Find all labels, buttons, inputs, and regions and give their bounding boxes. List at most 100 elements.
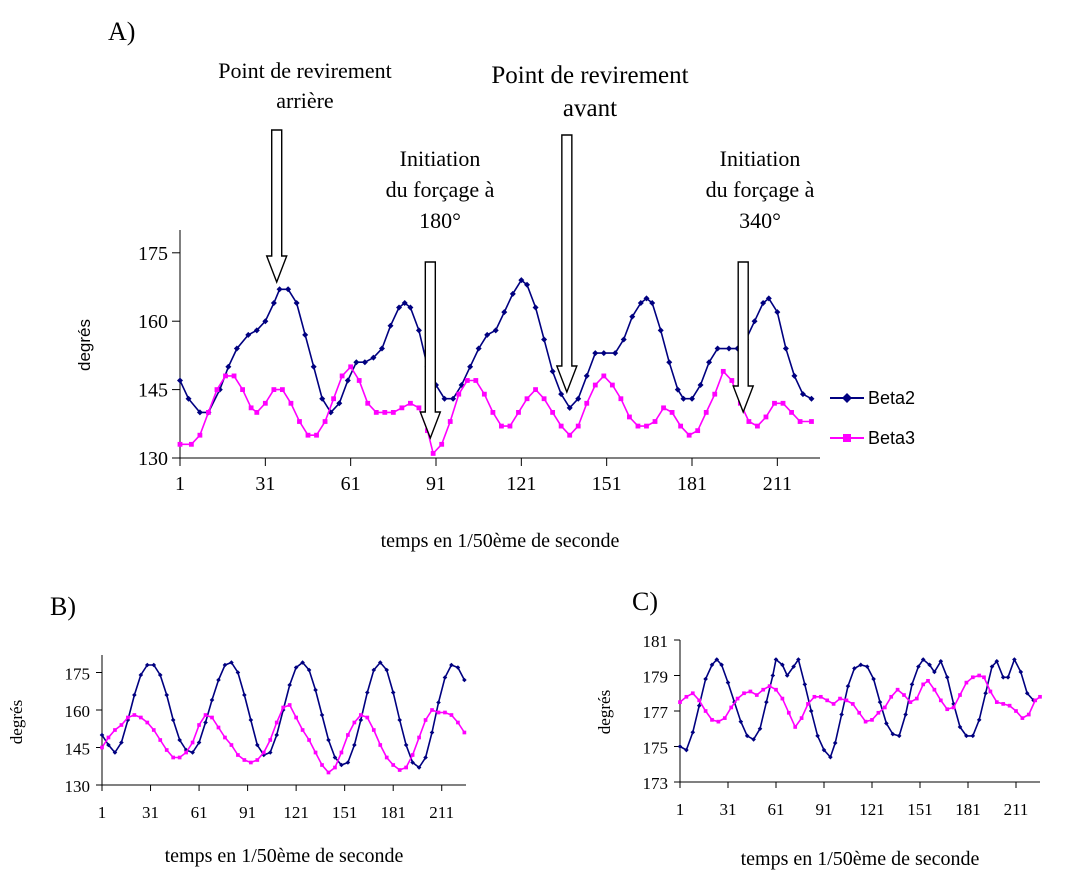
data-point xyxy=(791,664,796,669)
data-point xyxy=(832,740,838,746)
data-point xyxy=(970,675,975,680)
x-tick-label: 91 xyxy=(816,800,833,819)
data-point xyxy=(248,405,254,411)
data-point xyxy=(845,683,851,689)
data-point xyxy=(983,690,988,696)
data-point xyxy=(216,677,221,683)
data-point xyxy=(921,682,926,687)
data-point xyxy=(976,717,982,723)
y-tick-label: 145 xyxy=(138,380,168,402)
x-tick-label: 151 xyxy=(907,800,933,819)
data-point xyxy=(1024,690,1030,696)
series-dark-blue xyxy=(677,657,1036,760)
data-point xyxy=(310,363,317,370)
data-point xyxy=(680,395,687,402)
data-point xyxy=(216,725,221,730)
data-point xyxy=(635,423,641,429)
data-point xyxy=(1001,702,1006,706)
data-point xyxy=(806,702,810,706)
data-point xyxy=(229,660,234,665)
data-point xyxy=(690,691,695,696)
data-point xyxy=(416,765,422,770)
x-tick-label: 31 xyxy=(142,803,159,822)
data-point xyxy=(231,373,237,379)
data-point xyxy=(920,657,926,662)
data-point xyxy=(839,712,844,717)
data-point xyxy=(802,682,808,687)
data-point xyxy=(501,309,508,316)
data-point xyxy=(138,672,144,678)
data-point xyxy=(729,378,735,383)
data-point xyxy=(271,387,277,392)
data-point xyxy=(183,747,189,753)
data-point xyxy=(765,295,772,302)
data-point xyxy=(336,400,343,407)
data-point xyxy=(677,744,683,749)
annotation-text: Initiation xyxy=(720,146,801,171)
panel-a: A) 130 145 160 175 1 31 61 91 121 151 181 211 temps e… xyxy=(75,17,915,552)
data-point xyxy=(307,738,311,742)
data-point xyxy=(744,733,750,739)
data-point xyxy=(396,304,403,311)
data-point xyxy=(106,735,111,740)
annotation-2: Initiation du forçage à 180° xyxy=(386,146,495,440)
data-point xyxy=(1038,694,1042,699)
data-point xyxy=(280,387,285,392)
data-point xyxy=(408,400,413,406)
data-point xyxy=(188,441,194,447)
data-point xyxy=(754,693,759,697)
data-point xyxy=(274,732,280,738)
data-point xyxy=(799,391,806,398)
y-tick-label: 160 xyxy=(65,702,91,721)
data-point xyxy=(499,423,504,429)
x-axis-label: temps en 1/50ème de seconde xyxy=(741,848,980,870)
data-point xyxy=(618,396,624,402)
data-point xyxy=(818,694,823,699)
data-point xyxy=(382,410,388,415)
data-point xyxy=(516,410,521,415)
data-point xyxy=(302,331,309,338)
data-point xyxy=(725,345,732,352)
data-point xyxy=(932,687,937,692)
data-point xyxy=(686,432,692,438)
data-point xyxy=(281,705,286,710)
data-point xyxy=(274,720,279,725)
data-point xyxy=(348,364,354,370)
data-point xyxy=(261,752,267,758)
x-tick-label: 31 xyxy=(255,473,275,495)
data-point xyxy=(397,717,402,723)
data-point xyxy=(871,676,876,682)
legend: Beta2 Beta3 xyxy=(830,388,915,448)
data-point xyxy=(151,662,157,668)
y-tick-label: 130 xyxy=(65,777,91,796)
data-point xyxy=(583,372,590,379)
data-point xyxy=(592,350,599,357)
data-point xyxy=(916,664,921,669)
data-point xyxy=(808,708,814,714)
data-point xyxy=(410,753,415,757)
data-point xyxy=(429,730,435,735)
series-line xyxy=(180,365,812,456)
data-point xyxy=(436,700,441,705)
annotation-text: du forçage à xyxy=(706,177,815,202)
data-point xyxy=(197,723,201,727)
panel-label: C) xyxy=(632,587,658,616)
y-tick-label: 179 xyxy=(643,668,669,687)
data-point xyxy=(809,419,814,424)
data-point xyxy=(620,336,627,343)
data-point xyxy=(442,675,448,680)
data-point xyxy=(908,700,913,704)
data-point xyxy=(314,432,319,438)
data-point xyxy=(780,696,785,701)
data-point xyxy=(339,373,345,379)
annotation-text: Point de revirement xyxy=(218,58,392,83)
data-point xyxy=(99,732,105,738)
data-point xyxy=(436,710,441,715)
annotation-arrow xyxy=(265,129,288,284)
x-tick-label: 211 xyxy=(1004,800,1029,819)
data-point xyxy=(223,373,228,379)
data-point xyxy=(669,410,675,415)
data-point xyxy=(145,720,150,725)
annotation-text: 340° xyxy=(739,208,781,233)
data-point xyxy=(684,694,689,699)
